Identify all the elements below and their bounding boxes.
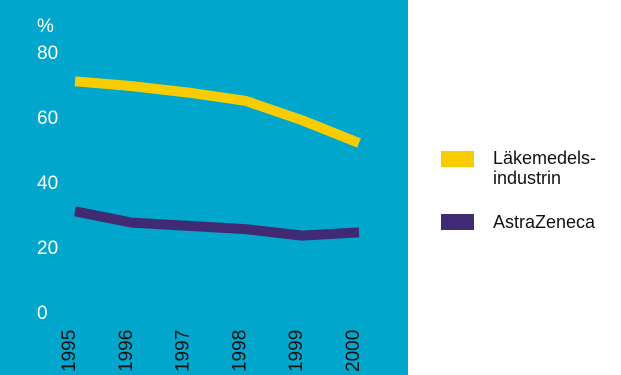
x-tick-label: 1999	[286, 330, 307, 372]
series-lines	[74, 76, 361, 241]
x-tick-label: 1998	[229, 330, 250, 372]
y-tick-label: 20	[37, 238, 58, 259]
x-tick-label: 1997	[173, 330, 194, 372]
x-tick-label: 2000	[343, 330, 364, 372]
y-axis-ticks: 0 20 40 60 80	[37, 43, 58, 324]
x-axis-ticks: 1995 1996 1997 1998 1999 2000	[59, 330, 364, 372]
series-line-astrazeneca	[74, 206, 360, 241]
unit-label: %	[37, 16, 54, 37]
x-tick-label: 1995	[59, 330, 80, 372]
y-tick-label: 40	[37, 173, 58, 194]
x-tick-label: 1996	[116, 330, 137, 372]
series-line-lakemedelsindustrin	[74, 76, 361, 148]
chart-background	[0, 0, 408, 375]
y-tick-label: 60	[37, 108, 58, 129]
y-tick-label: 80	[37, 43, 58, 64]
y-tick-label: 0	[37, 303, 48, 324]
